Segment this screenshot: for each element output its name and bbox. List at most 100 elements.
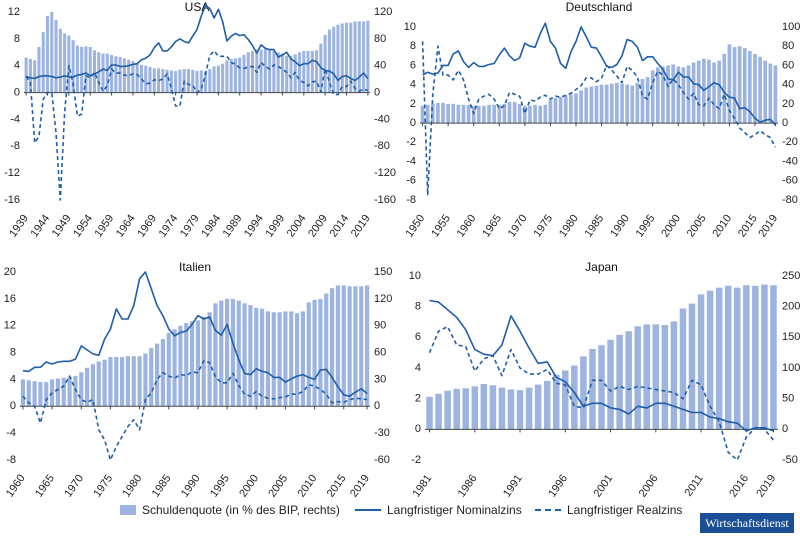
legend-swatch-nominal	[355, 509, 381, 511]
debt-bar	[763, 60, 768, 124]
debt-bar	[543, 380, 551, 430]
debt-bar	[598, 345, 605, 430]
debt-bar	[33, 60, 37, 93]
x-tick-label: 2000	[659, 213, 683, 240]
debt-bar	[216, 65, 220, 93]
x-tick-label: 1955	[429, 213, 453, 240]
y-tick-left: 8	[415, 301, 421, 313]
debt-bar	[186, 69, 190, 93]
debt-bar	[507, 101, 512, 124]
y-tick-left: 6	[410, 59, 416, 71]
debt-bar	[26, 380, 31, 407]
x-tick-label: 1975	[531, 213, 555, 240]
y-tick-left: -2	[406, 136, 416, 148]
debt-bar	[289, 311, 294, 407]
y-tick-right: 0	[374, 400, 380, 412]
debt-bar	[634, 326, 641, 430]
legend-label-nominal: Langfristiger Nominalzins	[387, 503, 522, 517]
debt-bar	[724, 285, 732, 430]
y-tick-right: 30	[374, 373, 386, 385]
debt-bar	[312, 299, 317, 407]
debt-bar	[271, 312, 276, 407]
debt-bar	[533, 104, 537, 124]
debt-bar	[517, 103, 522, 124]
y-tick-right: 60	[782, 59, 794, 71]
x-tick-label: 1990	[608, 213, 632, 240]
debt-bar	[498, 387, 506, 430]
debt-bar	[149, 348, 154, 407]
x-tick-label: 1990	[179, 473, 203, 500]
x-tick-label: 2009	[306, 213, 330, 240]
panel-title: USA	[185, 0, 210, 14]
y-tick-right: 90	[374, 320, 386, 332]
y-tick-right: 120	[374, 6, 392, 18]
panel-title: Deutschland	[566, 0, 633, 14]
debt-bar	[178, 325, 183, 407]
debt-bar	[165, 69, 169, 93]
debt-bar	[366, 20, 370, 93]
y-tick-left: -8	[10, 140, 20, 152]
debt-bar	[717, 60, 722, 124]
debt-bar	[212, 66, 216, 93]
debt-bar	[63, 33, 67, 93]
debt-bar	[773, 65, 778, 124]
debt-bar	[462, 388, 469, 430]
x-tick-label: 2000	[237, 473, 261, 500]
debt-bar	[430, 103, 435, 124]
x-tick-label: 1964	[114, 213, 138, 240]
y-tick-right: -40	[782, 155, 798, 167]
debt-bar	[359, 286, 364, 407]
x-tick-label: 1989	[221, 213, 245, 240]
debt-bar	[528, 105, 532, 124]
debt-bar	[277, 312, 282, 407]
debt-bar	[24, 57, 28, 93]
debt-bar	[44, 382, 49, 407]
x-tick-label: 2011	[683, 473, 706, 499]
debt-bar	[435, 393, 442, 430]
debt-bar	[451, 103, 456, 124]
debt-bar	[144, 65, 148, 93]
debt-bar	[563, 95, 568, 124]
debt-bar	[650, 70, 655, 124]
x-tick-label: 1991	[501, 473, 525, 500]
debt-bar	[246, 52, 250, 93]
debt-bar	[579, 90, 583, 124]
y-tick-left: 4	[14, 60, 20, 72]
debt-bar	[516, 390, 524, 430]
debt-bar	[347, 286, 352, 407]
debt-bar	[453, 388, 460, 430]
x-tick-label: 2019	[754, 473, 778, 500]
debt-bar	[441, 102, 445, 124]
debt-bar	[686, 65, 691, 124]
debt-bar	[254, 307, 259, 407]
y-tick-left: 2	[410, 98, 416, 110]
debt-bar	[645, 76, 650, 124]
debt-bar	[268, 49, 272, 93]
debt-bar	[742, 48, 747, 124]
debt-bar	[362, 21, 366, 93]
y-tick-right: 150	[782, 331, 800, 343]
debt-bar	[118, 56, 122, 93]
debt-bar	[604, 84, 609, 124]
debt-bar	[92, 50, 97, 93]
x-tick-label: 2019	[756, 213, 780, 240]
debt-bar	[607, 339, 614, 430]
legend-swatch-debt	[120, 505, 136, 515]
debt-bar	[225, 60, 229, 93]
x-tick-label: 2005	[685, 213, 709, 240]
debt-bar	[207, 312, 212, 407]
debt-bar	[497, 104, 502, 124]
debt-bar	[616, 334, 623, 430]
x-tick-label: 1975	[91, 473, 115, 500]
x-tick-label: 1970	[62, 473, 86, 500]
y-tick-right: 20	[782, 98, 794, 110]
y-tick-left: 0	[14, 86, 20, 98]
debt-bar	[534, 384, 542, 430]
y-tick-right: -80	[374, 140, 390, 152]
y-tick-left: 12	[8, 6, 20, 18]
debt-bar	[88, 46, 92, 93]
y-tick-left: -4	[406, 155, 416, 167]
debt-bar	[615, 82, 619, 124]
debt-bar	[324, 293, 329, 407]
debt-bar	[609, 83, 614, 124]
